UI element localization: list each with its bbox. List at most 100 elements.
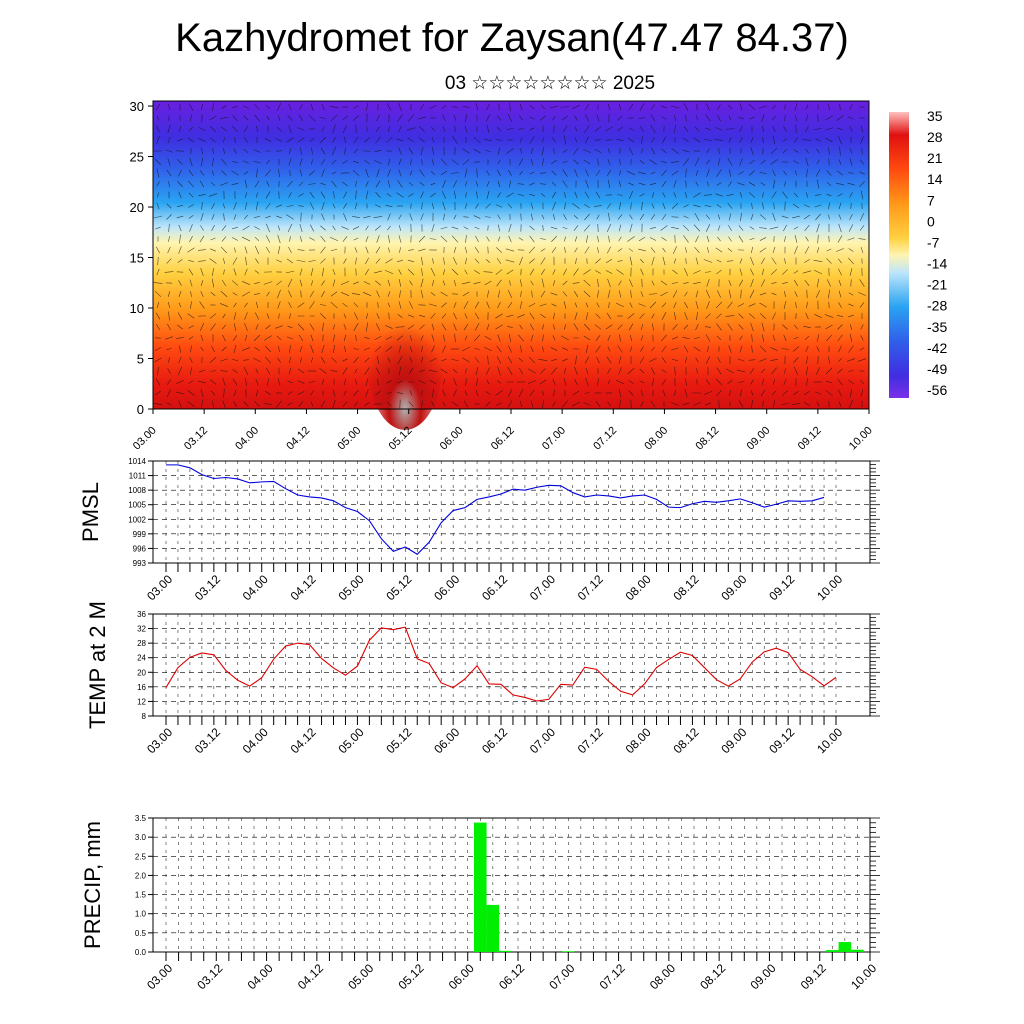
wind-vector: [672, 336, 678, 340]
wind-vector: [550, 226, 558, 230]
wind-vector: [299, 268, 303, 276]
wind-vector: [717, 290, 721, 298]
wind-vector: [197, 249, 207, 251]
wind-vector: [156, 246, 160, 254]
wind-vector: [748, 192, 756, 198]
wind-vector: [431, 323, 435, 331]
bar-y-tick-label: 0.5: [135, 929, 147, 938]
wind-vector: [804, 280, 810, 286]
wind-vector: [717, 114, 721, 122]
wind-vector: [705, 224, 711, 232]
wind-vector: [703, 390, 713, 396]
wind-vector: [421, 202, 423, 210]
wind-vector: [486, 181, 490, 187]
wind-vector: [388, 158, 390, 166]
wind-vector: [684, 301, 688, 309]
colorbar-label: 28: [927, 129, 943, 145]
wind-vector: [738, 324, 744, 330]
wind-vector: [771, 191, 777, 199]
wind-vector: [529, 258, 535, 264]
wind-vector: [189, 114, 193, 122]
wind-vector: [200, 225, 204, 231]
wind-vector: [408, 301, 414, 309]
wind-vector: [704, 271, 712, 273]
wind-vector: [484, 346, 492, 352]
wind-vector: [716, 367, 722, 375]
wind-vector: [222, 400, 226, 408]
wind-vector: [288, 246, 292, 254]
wind-vector: [167, 291, 171, 297]
wind-vector: [309, 202, 315, 210]
wind-vector: [540, 193, 546, 197]
wind-vector: [750, 256, 754, 266]
wind-vector: [233, 323, 237, 331]
wind-vector: [618, 280, 622, 286]
wind-vector: [629, 279, 633, 287]
wind-vector: [255, 301, 259, 309]
pmsl-x-tick-label: 10.00: [814, 572, 845, 603]
wind-vector: [859, 180, 865, 188]
wind-vector: [682, 402, 690, 406]
wind-vector: [464, 390, 468, 396]
wind-vector: [343, 191, 347, 199]
wind-vector: [529, 104, 535, 110]
wind-vector: [530, 148, 534, 154]
wind-vector: [683, 235, 689, 243]
wind-vector: [308, 381, 316, 383]
wind-vector: [552, 335, 556, 341]
wind-vector: [254, 347, 260, 351]
wind-vector: [760, 279, 766, 287]
wind-vector: [497, 180, 501, 188]
wind-vector: [420, 191, 424, 199]
wind-vector: [630, 290, 632, 298]
wind-vector: [473, 148, 481, 154]
wind-vector: [761, 114, 765, 122]
wind-vector: [815, 367, 821, 375]
wind-vector: [408, 314, 414, 318]
wind-vector: [760, 389, 766, 397]
wind-vector: [671, 347, 679, 351]
wind-vector: [188, 169, 194, 177]
wind-vector: [714, 139, 724, 141]
wind-vector: [586, 235, 588, 243]
wind-vector: [409, 213, 413, 221]
wind-vector: [241, 281, 251, 285]
wind-vector: [320, 313, 326, 319]
wind-vector: [727, 379, 733, 385]
wind-vector: [762, 192, 764, 198]
wind-vector: [618, 367, 622, 375]
wind-vector: [355, 334, 357, 342]
wind-vector: [639, 213, 645, 221]
wind-vector: [783, 125, 787, 133]
wind-vector: [540, 115, 546, 121]
wind-vector: [660, 105, 668, 109]
wind-vector: [352, 215, 360, 219]
wind-vector: [431, 202, 435, 210]
wind-vector: [552, 214, 556, 220]
wind-vector: [638, 248, 646, 252]
wind-vector: [529, 235, 535, 243]
wind-vector: [343, 323, 347, 331]
wind-vector: [256, 125, 258, 133]
wind-vector: [199, 170, 205, 176]
wind-vector: [178, 191, 182, 199]
wind-vector: [584, 125, 590, 133]
wind-vector: [816, 223, 820, 233]
wind-vector: [156, 125, 160, 133]
wind-vector: [419, 137, 425, 143]
wind-vector: [210, 291, 216, 297]
wind-vector: [662, 247, 666, 253]
wind-vector: [277, 357, 281, 363]
wind-vector: [529, 182, 535, 186]
wind-vector: [200, 346, 204, 352]
wind-vector: [232, 114, 238, 122]
wind-vector: [606, 246, 612, 254]
temp-x-tick-label: 03.12: [192, 725, 223, 756]
wind-vector: [574, 126, 578, 132]
wind-vector: [704, 205, 712, 207]
wind-vector: [814, 314, 822, 318]
wind-vector: [353, 237, 359, 241]
wind-vector: [373, 215, 383, 219]
wind-vector: [860, 324, 864, 330]
wind-vector: [518, 388, 524, 398]
